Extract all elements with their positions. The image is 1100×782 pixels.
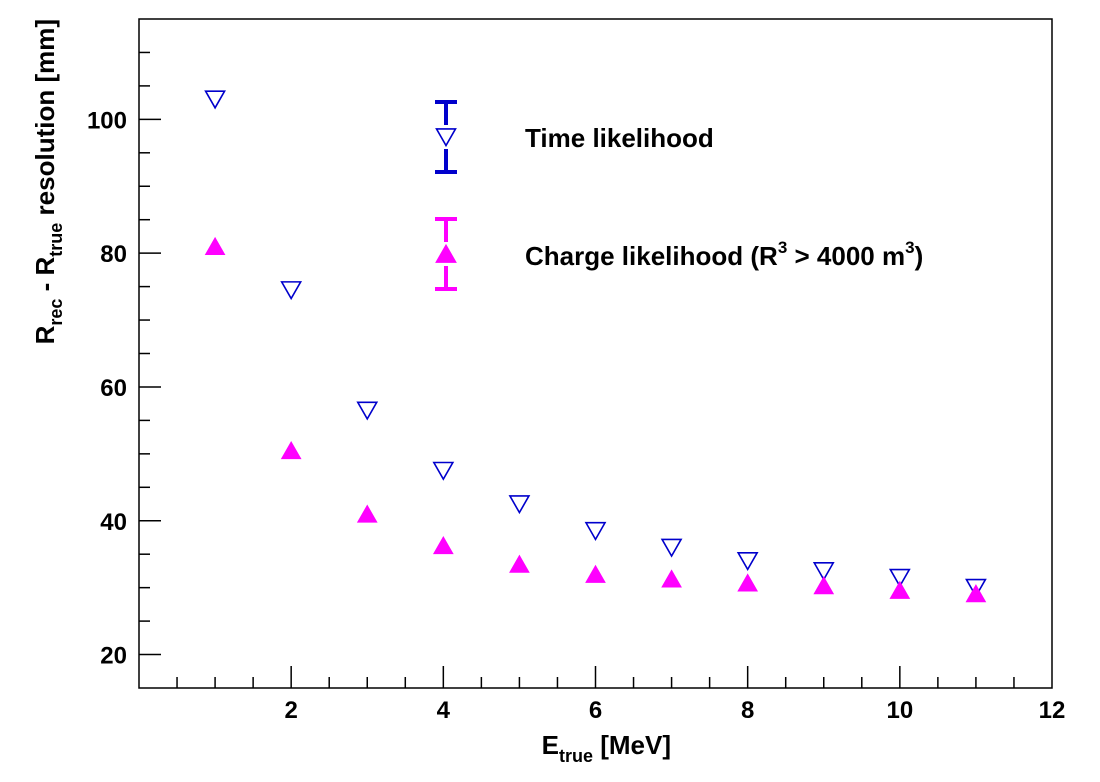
plot-frame bbox=[138, 18, 1053, 689]
data-point-charge bbox=[965, 584, 987, 603]
data-point-charge bbox=[204, 236, 226, 256]
data-point-charge bbox=[280, 440, 302, 460]
x-tick-label: 10 bbox=[886, 697, 913, 724]
legend: Time likelihood Charge likelihood (R3 > … bbox=[435, 100, 923, 291]
x-tick-label: 4 bbox=[437, 697, 451, 724]
legend-symbol bbox=[435, 243, 457, 263]
data-point-charge bbox=[661, 569, 682, 588]
y-tick-label: 20 bbox=[100, 643, 127, 670]
x-tick-label: 2 bbox=[284, 697, 297, 724]
data-point-time bbox=[736, 552, 759, 572]
y-tick-label: 60 bbox=[100, 375, 127, 402]
legend-marker-charge-likelihood bbox=[435, 217, 457, 291]
legend-label-charge-likelihood: Charge likelihood (R3 > 4000 m3) bbox=[525, 238, 923, 271]
data-point-time bbox=[204, 90, 226, 110]
data-point-time bbox=[812, 562, 835, 582]
data-point-charge bbox=[356, 504, 378, 523]
series-charge-likelihood bbox=[204, 236, 987, 603]
data-point-charge bbox=[585, 564, 606, 583]
data-point-time bbox=[584, 521, 607, 541]
y-tick-label: 80 bbox=[100, 241, 127, 268]
x-axis-title: Etrue [MeV] bbox=[542, 730, 671, 766]
y-tick-label: 40 bbox=[100, 509, 127, 536]
data-point-time bbox=[356, 401, 379, 421]
data-point-time bbox=[965, 578, 987, 598]
legend-marker-time-likelihood bbox=[435, 100, 457, 174]
axis-ticks bbox=[139, 51, 1015, 688]
legend-label-time-likelihood: Time likelihood bbox=[525, 123, 714, 153]
legend-symbol bbox=[435, 128, 457, 148]
y-axis-title: Rrec - Rtrue resolution [mm] bbox=[30, 19, 66, 344]
series-time-likelihood bbox=[204, 90, 987, 598]
axis-tick-labels: 2 4 6 8 10 12 20 40 60 80 100 bbox=[87, 107, 1065, 724]
x-tick-label: 6 bbox=[589, 697, 602, 724]
data-point-time bbox=[280, 281, 303, 301]
y-tick-label: 100 bbox=[87, 107, 127, 134]
x-tick-label: 12 bbox=[1039, 697, 1066, 724]
data-point-charge bbox=[889, 580, 911, 599]
data-point-charge bbox=[509, 554, 530, 573]
x-tick-label: 8 bbox=[741, 697, 754, 724]
data-point-charge bbox=[432, 535, 454, 555]
data-point-charge bbox=[737, 573, 759, 592]
data-point-time bbox=[432, 461, 455, 481]
data-point-time bbox=[660, 538, 683, 558]
data-point-charge bbox=[813, 576, 835, 595]
data-point-time bbox=[888, 568, 911, 588]
data-point-time bbox=[508, 495, 531, 515]
